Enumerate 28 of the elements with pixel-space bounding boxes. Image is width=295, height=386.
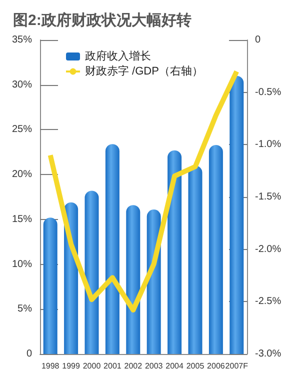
chart-title: 图2:政府财政状况大幅好转 xyxy=(13,11,192,29)
x-tick-label: 2006 xyxy=(207,362,226,370)
y2-tick-label: -2.0% xyxy=(255,244,282,255)
x-tick-label: 2007F xyxy=(225,362,248,370)
x-tick-label: 1999 xyxy=(62,362,80,370)
y-tick-label: 35% xyxy=(12,34,32,46)
y2-tick-label: -1.5% xyxy=(255,192,282,202)
y-tick-label: 20% xyxy=(12,169,32,180)
y-tick-label: 15% xyxy=(12,214,32,225)
y-tick-label: 10% xyxy=(12,258,32,270)
legend-label: 财政赤字 /GDP（右轴） xyxy=(85,64,203,78)
x-tick-label: 2001 xyxy=(104,362,122,370)
y-tick-label: 5% xyxy=(18,304,32,315)
y2-tick-label: -3.0% xyxy=(255,348,282,360)
y2-tick-label: -0.5% xyxy=(255,86,282,98)
x-tick-label: 2004 xyxy=(166,362,184,370)
x-tick-label: 2000 xyxy=(82,362,102,370)
x-tick-label: 2003 xyxy=(144,362,164,370)
y-tick-label: 25% xyxy=(12,124,32,136)
x-tick-label: 1998 xyxy=(41,362,60,370)
y2-tick-label: -2.5% xyxy=(255,296,282,308)
y-tick-label: 30% xyxy=(12,79,32,90)
legend-label: 政府收入增长 xyxy=(85,50,151,62)
y2-tick-label: -1.0% xyxy=(255,139,282,150)
y2-tick-label: 0 xyxy=(255,34,261,46)
y-tick-label: 0 xyxy=(26,348,32,360)
x-tick-label: 2005 xyxy=(186,362,205,370)
x-tick-label: 2002 xyxy=(124,362,143,370)
